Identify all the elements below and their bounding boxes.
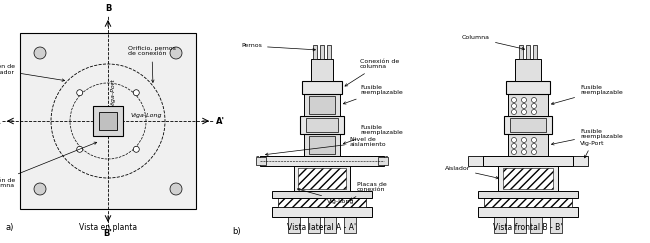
Text: A': A' [216,116,225,125]
Text: Fusible
reemplazable: Fusible reemplazable [551,129,623,145]
Text: Fusible
reemplazable: Fusible reemplazable [343,85,403,104]
Text: Viga-Port: Viga-Port [111,78,116,107]
Bar [99,112,117,130]
Bar [308,217,320,233]
Circle shape [521,138,527,142]
Bar [309,136,335,154]
Circle shape [521,144,527,148]
Bar [20,33,196,209]
Circle shape [512,97,517,103]
Bar [478,207,578,217]
Bar [468,156,483,166]
Bar [306,118,338,132]
Bar [504,116,552,134]
Bar [494,217,506,233]
Text: Vista frontal B - B': Vista frontal B - B' [493,223,563,232]
Circle shape [521,97,527,103]
Ellipse shape [170,47,182,59]
Bar [302,81,342,94]
Bar [506,81,550,94]
Circle shape [133,90,139,96]
Text: Viga-Long: Viga-Long [130,113,162,118]
Circle shape [521,110,527,114]
Bar [327,45,331,59]
Bar [515,59,541,81]
Text: Conexión de
columna: Conexión de columna [345,59,399,86]
Text: Pernos: Pernos [241,43,315,51]
Text: Aislador: Aislador [445,166,499,179]
Bar [298,168,346,189]
Text: b): b) [232,226,240,235]
Bar [256,157,266,165]
Bar [93,106,123,136]
Text: B': B' [103,229,112,238]
Text: Proyección de
aislador: Proyección de aislador [0,63,64,81]
Bar [503,168,553,189]
Bar [278,198,366,207]
Circle shape [521,104,527,109]
Text: a): a) [5,223,14,232]
Bar [260,156,384,166]
Circle shape [532,110,536,114]
Bar [478,191,578,198]
Bar [508,134,548,156]
Circle shape [532,104,536,109]
Circle shape [512,138,517,142]
Circle shape [532,144,536,148]
Circle shape [512,104,517,109]
Bar [300,116,344,134]
Bar [304,134,340,156]
Circle shape [532,149,536,155]
Bar [311,59,333,81]
Circle shape [133,146,139,152]
Bar [519,45,523,59]
Bar [530,217,542,233]
Text: Vig-Long: Vig-Long [298,188,354,203]
Bar [288,217,300,233]
Text: Conexión de
columna: Conexión de columna [0,142,97,188]
Text: B: B [105,4,111,13]
Text: Placas de
conexión: Placas de conexión [350,182,387,200]
Circle shape [532,138,536,142]
Bar [272,191,372,198]
Text: Columna: Columna [462,35,525,50]
Bar [324,217,336,233]
Text: Fusible
reemplazable: Fusible reemplazable [551,85,623,104]
Bar [304,94,340,116]
Text: Nivel de
aislamiento: Nivel de aislamiento [266,137,387,156]
Bar [483,156,573,166]
Text: Fusible
reemplazable: Fusible reemplazable [343,125,403,144]
Circle shape [77,90,83,96]
Bar [309,96,335,114]
Bar [508,94,548,116]
Bar [550,217,562,233]
Ellipse shape [170,183,182,195]
Bar [378,157,388,165]
Ellipse shape [34,47,46,59]
Circle shape [512,144,517,148]
Bar [294,166,350,191]
Bar [272,207,372,217]
Bar [320,45,324,59]
Ellipse shape [34,183,46,195]
Circle shape [77,146,83,152]
Text: Vista en planta: Vista en planta [79,223,137,232]
Bar [514,217,526,233]
Bar [510,118,546,132]
Bar [533,45,537,59]
Bar [313,45,317,59]
Bar [526,45,530,59]
Bar [573,156,588,166]
Bar [344,217,356,233]
Text: Vig-Port: Vig-Port [580,140,604,158]
Bar [498,166,558,191]
Circle shape [521,149,527,155]
Circle shape [512,110,517,114]
Circle shape [512,149,517,155]
Text: Orificio, pernos
de conexión: Orificio, pernos de conexión [128,46,176,82]
Text: Vista lateral A - A': Vista lateral A - A' [287,223,357,232]
Circle shape [532,97,536,103]
Bar [484,198,572,207]
